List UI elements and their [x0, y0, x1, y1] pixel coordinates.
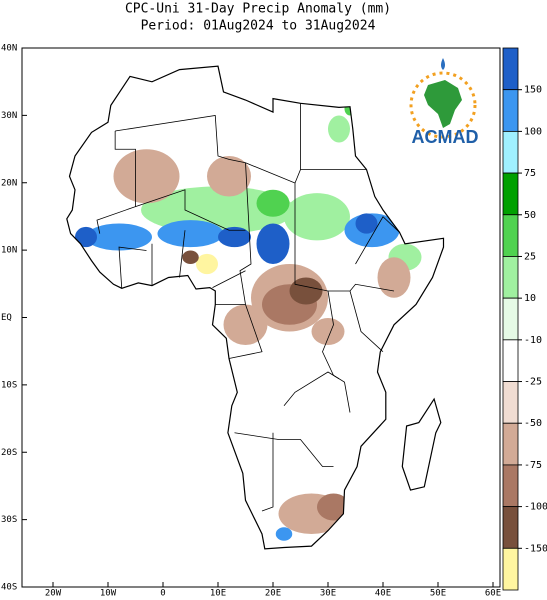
border — [179, 230, 186, 278]
lon-label: 40E — [375, 589, 391, 599]
anomaly-area — [182, 250, 199, 264]
lon-label: 20W — [45, 589, 62, 599]
title: CPC-Uni 31-Day Precip Anomaly (mm) — [125, 2, 391, 17]
lon-label: 50E — [430, 589, 446, 599]
lat-label: 30N — [1, 111, 17, 121]
colorbar-label: -100 — [524, 502, 547, 513]
anomaly-area — [289, 277, 323, 305]
anomaly-area — [377, 257, 411, 298]
anomaly-area — [256, 189, 290, 217]
border — [212, 270, 246, 288]
anomaly-area — [256, 223, 290, 264]
colorbar-swatch — [502, 214, 519, 257]
border — [96, 131, 136, 234]
anomaly-area — [328, 115, 350, 143]
lon-label: 0 — [160, 589, 165, 599]
border — [228, 162, 263, 359]
colorbar-swatch — [502, 381, 519, 424]
anomaly-area — [207, 156, 251, 197]
lat-label: 30S — [1, 515, 17, 525]
lon-label: 30E — [320, 589, 336, 599]
anomaly-area — [284, 193, 350, 241]
border — [118, 246, 147, 289]
anomaly-area — [86, 223, 152, 251]
lat-label: 20S — [1, 448, 17, 458]
anomaly-area — [113, 149, 180, 204]
lat-label: 10S — [1, 380, 17, 390]
logo-text: ACMAD — [412, 127, 479, 147]
colorbar-label: 75 — [524, 168, 536, 179]
colorbar-swatch — [502, 506, 519, 549]
anomaly-area — [355, 213, 378, 234]
period: Period: 01Aug2024 to 31Aug2024 — [141, 19, 376, 34]
colorbar-swatch — [502, 130, 519, 174]
anomaly-area — [75, 226, 97, 248]
colorbar-label: 10 — [524, 293, 536, 304]
logo: ACMAD — [409, 58, 479, 147]
border — [135, 189, 246, 231]
colorbar-label: 50 — [524, 210, 536, 221]
colorbar-label: -25 — [524, 377, 542, 388]
border — [322, 290, 351, 413]
border — [283, 371, 340, 407]
lat-label: 40N — [1, 44, 17, 54]
lat-label: 10N — [1, 246, 17, 256]
lat-label: 40S — [1, 583, 17, 593]
map: 40N 30N 20N 10N EQ 10S 20S 30S 40S 20W 10W 0 10E 20E 3… — [1, 44, 501, 599]
lon-label: 60E — [485, 589, 501, 599]
colorbar-label: 100 — [524, 126, 542, 137]
lon-label: 20E — [265, 589, 281, 599]
border — [294, 237, 395, 292]
colorbar: 150 100 75 50 25 10 -10 -25 -50 -75 -100 -150 — [502, 47, 547, 591]
border — [355, 216, 400, 265]
colorbar-swatch — [502, 256, 519, 299]
colorbar-swatch — [502, 89, 519, 132]
anomaly-area — [223, 304, 268, 345]
colorbar-swatch — [502, 297, 519, 341]
anomaly-field — [75, 102, 427, 541]
border — [349, 290, 384, 353]
lon-label: 10E — [210, 589, 226, 599]
colorbar-label: -10 — [524, 335, 542, 346]
colorbar-label: -50 — [524, 418, 542, 429]
anomaly-area — [317, 493, 350, 521]
colorbar-label: -75 — [524, 460, 542, 471]
colorbar-label: 150 — [524, 85, 542, 96]
anomaly-area — [218, 226, 251, 248]
anomaly-area — [157, 220, 224, 248]
colorbar-swatch — [502, 464, 519, 508]
colorbar-swatch — [502, 47, 519, 91]
colorbar-label: -150 — [524, 543, 547, 554]
border — [234, 432, 334, 467]
lat-label: 20N — [1, 178, 17, 188]
anomaly-area — [275, 527, 293, 541]
lon-label: 10W — [100, 589, 117, 599]
colorbar-swatch — [502, 422, 519, 466]
colorbar-swatch — [502, 339, 519, 382]
colorbar-swatch — [502, 172, 519, 216]
lat-label: EQ — [1, 313, 12, 323]
border — [261, 432, 274, 512]
anomaly-area — [196, 253, 218, 275]
colorbar-label: 25 — [524, 251, 536, 262]
anomaly-area — [311, 318, 345, 345]
colorbar-swatch — [502, 547, 519, 591]
